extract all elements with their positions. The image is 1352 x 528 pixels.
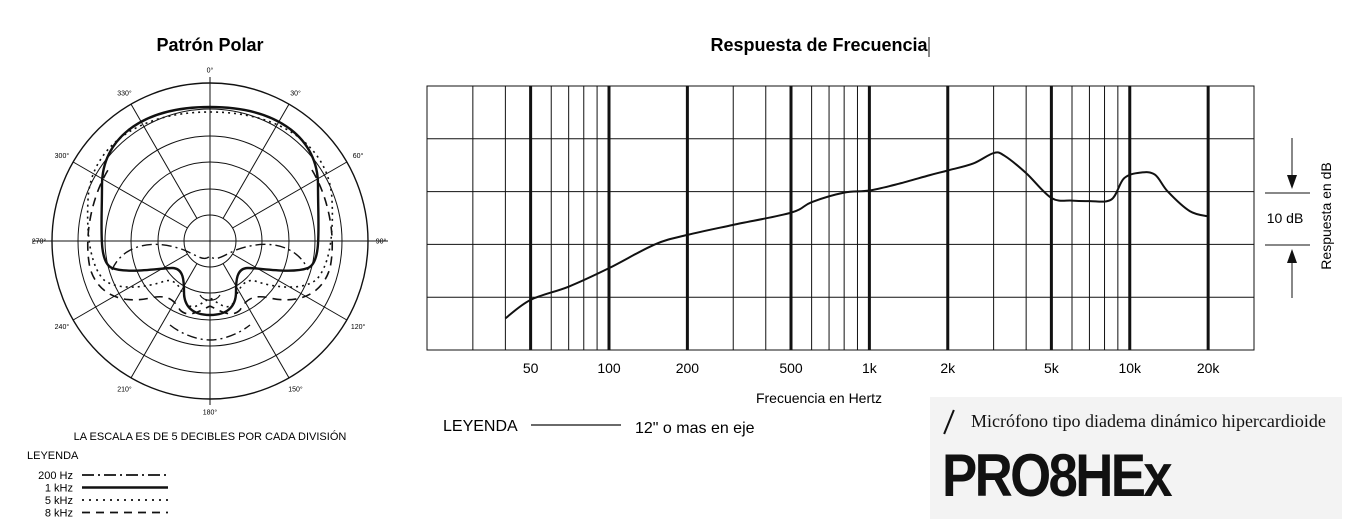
polar-angle-label: 240°: [55, 323, 70, 331]
x-tick-label: 5k: [1044, 360, 1060, 376]
polar-angle-label: 90°: [376, 238, 387, 246]
polar-spoke: [232, 161, 348, 229]
frequency-chart: Respuesta de Frecuencia 50 100 200 500 1k 2k 5…: [426, 35, 1334, 437]
polar-angle-label: 0°: [207, 67, 214, 75]
frequency-xlabel: Frecuencia en Hertz: [756, 390, 882, 406]
polar-angle-label: 150°: [288, 386, 303, 394]
polar-spoke: [130, 103, 198, 219]
x-tick-label: 100: [597, 360, 621, 376]
polar-legend-label: 1 kHz: [45, 483, 73, 495]
polar-spoke: [72, 253, 188, 321]
polar-angle-label: 330°: [117, 89, 132, 97]
polar-angle-label: 180°: [203, 409, 218, 417]
slash-mark-icon: [943, 409, 955, 435]
polar-angle-label: 300°: [55, 152, 70, 160]
polar-series-8khz: [86, 169, 334, 315]
x-tick-label: 50: [523, 360, 539, 376]
polar-series-200hz-lower: [169, 324, 251, 341]
frequency-legend-label: 12" o mas en eje: [635, 420, 755, 437]
arrow-down-head-icon: [1287, 175, 1297, 189]
polar-grid: [32, 77, 388, 405]
polar-series-1khz: [100, 105, 320, 317]
db-scale-indicator: 10 dB: [1265, 138, 1310, 298]
polar-spoke: [232, 253, 348, 321]
polar-legend-label: 200 Hz: [38, 470, 73, 482]
frequency-tick-labels: 50 100 200 500 1k 2k 5k 10k 20k: [523, 360, 1221, 376]
polar-spoke: [130, 263, 198, 379]
x-tick-label: 10k: [1118, 360, 1142, 376]
polar-spoke: [72, 161, 188, 229]
frequency-grid: [426, 85, 1255, 351]
polar-angle-label: 210°: [117, 386, 132, 394]
polar-series-200hz-upper: [111, 243, 309, 271]
polar-series-rear-lobe: [199, 294, 221, 301]
x-tick-label: 500: [779, 360, 803, 376]
polar-angle-label: 270°: [32, 238, 47, 246]
polar-angle-labels: 0° 30° 60° 90° 120° 150° 180° 210° 240° 270° 300° 3…: [32, 67, 387, 417]
polar-angle-label: 120°: [351, 323, 366, 331]
polar-angle-label: 30°: [290, 89, 301, 97]
brand-panel: Micrófono tipo diadema dinámico hipercar…: [930, 397, 1342, 519]
polar-chart: Patrón Polar 0° 30° 60° 90° 120° 150° 180° 210°…: [27, 35, 388, 520]
polar-spoke: [222, 103, 290, 219]
series-line-12in: [504, 151, 1209, 320]
polar-legend-label: 8 kHz: [45, 508, 73, 520]
plot-frame: [426, 85, 1255, 351]
polar-curves: [86, 105, 334, 341]
polar-angle-label: 60°: [353, 152, 364, 160]
x-tick-label: 20k: [1197, 360, 1221, 376]
frequency-ylabel: Respuesta en dB: [1318, 162, 1334, 269]
frequency-title: Respuesta de Frecuencia: [710, 35, 928, 55]
product-model: PRO8HEx: [942, 442, 1173, 509]
polar-legend-label: 5 kHz: [45, 495, 73, 507]
polar-spoke: [222, 263, 290, 379]
db-scale-label: 10 dB: [1267, 210, 1304, 226]
x-tick-label: 2k: [940, 360, 956, 376]
polar-series-5khz: [86, 111, 334, 308]
polar-legend-title: LEYENDA: [27, 450, 79, 462]
frequency-legend-title: LEYENDA: [443, 418, 518, 435]
arrow-up-head-icon: [1287, 249, 1297, 263]
polar-title: Patrón Polar: [156, 35, 263, 55]
x-tick-label: 200: [676, 360, 700, 376]
x-tick-label: 1k: [862, 360, 878, 376]
polar-scale-note: LA ESCALA ES DE 5 DECIBLES POR CADA DIVI…: [74, 430, 347, 443]
product-description: Micrófono tipo diadema dinámico hipercar…: [971, 411, 1326, 431]
